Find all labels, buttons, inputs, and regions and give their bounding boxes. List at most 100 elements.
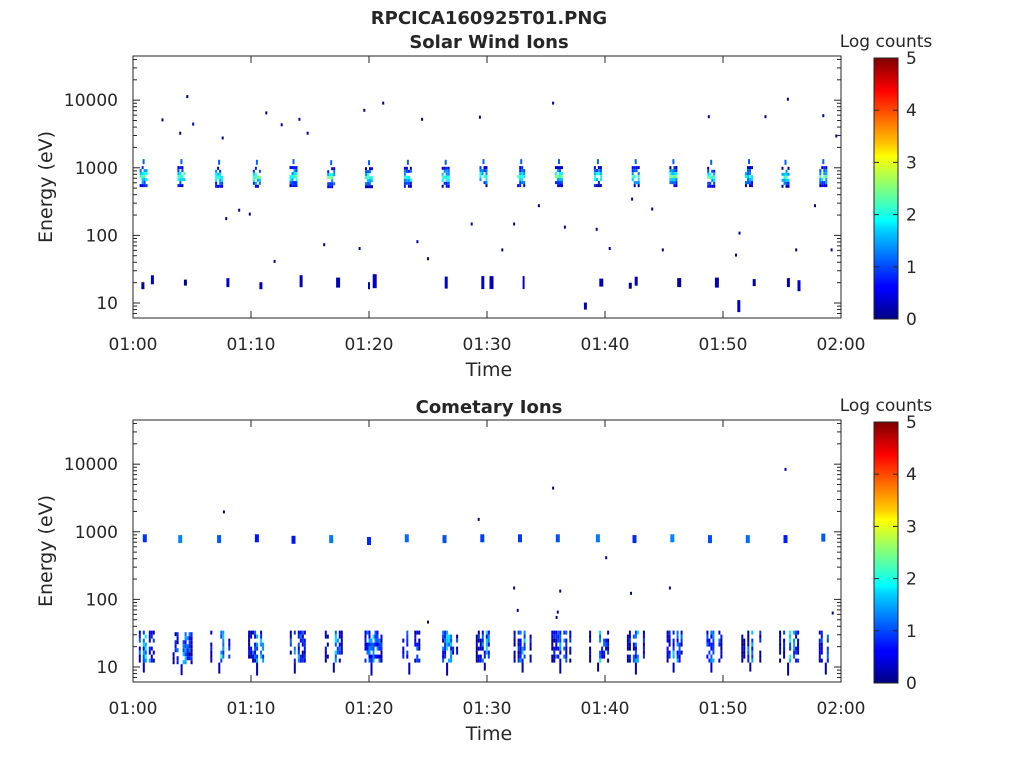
- low-burst-cell: [720, 646, 723, 651]
- low-burst-cell: [628, 638, 631, 643]
- burst-cell: [635, 169, 638, 173]
- low-burst-cell: [487, 630, 490, 635]
- burst-cell: [481, 172, 484, 176]
- burst-cell-upper: [482, 159, 485, 165]
- low-burst-cell: [444, 634, 447, 639]
- low-burst-cell: [826, 638, 829, 643]
- low-burst-cell: [222, 638, 225, 643]
- low-burst-cell: [174, 644, 177, 649]
- colorbar: [873, 57, 899, 320]
- low-energy-mark: [677, 278, 682, 288]
- low-burst-cell: [372, 646, 375, 651]
- burst-cell: [521, 166, 524, 170]
- burst-cell-upper: [368, 160, 370, 166]
- burst-cell: [215, 184, 218, 188]
- low-burst-cell: [262, 658, 265, 663]
- y-tick-label: 10000: [64, 91, 118, 111]
- low-burst-cell: [485, 642, 488, 647]
- scatter-point: [265, 111, 268, 115]
- low-burst-cell: [479, 638, 482, 643]
- x-tick-label: 01:30: [463, 335, 512, 355]
- burst-cell: [747, 181, 749, 185]
- x-tick-label: 01:50: [699, 335, 748, 355]
- burst-cell: [289, 175, 292, 179]
- x-axis-label: Time: [465, 359, 513, 381]
- low-energy-mark: [786, 278, 790, 288]
- high-energy-mark: [821, 533, 826, 542]
- burst-cell: [559, 181, 561, 185]
- low-burst-cell: [710, 642, 713, 647]
- low-burst-cell: [519, 630, 522, 635]
- burst-cell: [707, 175, 710, 179]
- burst-cell: [256, 178, 259, 182]
- low-burst-cell: [326, 642, 329, 647]
- low-energy-mark: [150, 275, 154, 285]
- low-burst-cell: [793, 646, 796, 651]
- burst-cell: [671, 175, 674, 179]
- low-burst-cell: [559, 650, 562, 655]
- burst-cell: [485, 184, 488, 188]
- low-burst-cell: [477, 654, 480, 659]
- low-burst-cell: [607, 646, 610, 651]
- low-burst-cell: [334, 642, 337, 647]
- low-burst-cell: [416, 654, 419, 659]
- burst-cell: [637, 172, 640, 176]
- low-burst-cell: [783, 650, 786, 655]
- low-burst-cell: [589, 646, 592, 651]
- low-burst-cell: [565, 638, 568, 643]
- burst-cell: [143, 178, 146, 182]
- low-burst-cell: [517, 630, 520, 635]
- low-burst-cell: [607, 630, 610, 635]
- burst-cell: [177, 178, 180, 182]
- low-burst-cell: [712, 634, 715, 639]
- low-burst-cell: [378, 638, 381, 643]
- low-burst-cell: [632, 646, 635, 651]
- burst-cell: [785, 175, 788, 179]
- burst-cell: [447, 172, 450, 176]
- burst-cell-upper: [672, 159, 675, 165]
- low-burst-cell: [555, 634, 558, 639]
- burst-cell: [751, 166, 753, 170]
- low-burst-cell: [260, 650, 263, 655]
- low-burst-cell: [416, 642, 419, 647]
- low-burst-cell: [632, 642, 635, 647]
- burst-cell: [254, 166, 257, 170]
- low-burst-cell: [450, 658, 453, 663]
- burst-cell: [787, 178, 790, 182]
- burst-cell: [483, 169, 486, 173]
- burst-cell: [145, 169, 148, 173]
- burst-cell: [557, 181, 559, 185]
- burst-cell: [673, 184, 676, 188]
- low-burst-cell: [820, 650, 823, 655]
- burst-cell: [291, 166, 294, 170]
- burst-cell: [215, 175, 218, 179]
- low-burst-cell: [210, 654, 213, 659]
- low-burst-cell: [553, 630, 556, 635]
- low-burst-cell: [182, 640, 185, 645]
- burst-cell: [445, 181, 448, 185]
- scatter-point: [631, 197, 634, 201]
- burst-cell: [707, 166, 710, 170]
- low-burst-cell: [483, 654, 486, 659]
- burst-cell: [781, 172, 784, 176]
- scatter-point: [280, 123, 283, 127]
- low-burst-cell: [368, 630, 371, 635]
- low-burst-cell: [370, 658, 373, 663]
- low-burst-cell: [666, 630, 669, 635]
- low-burst-cell: [607, 658, 610, 663]
- low-burst-cell: [444, 654, 447, 659]
- low-burst-cell: [751, 642, 754, 647]
- low-burst-tail: [483, 662, 486, 671]
- burst-cell: [749, 181, 751, 185]
- burst-cell: [333, 167, 336, 171]
- burst-cell: [637, 181, 640, 185]
- burst-cell: [256, 175, 259, 179]
- low-burst-cell: [366, 650, 369, 655]
- low-burst-cell: [793, 650, 796, 655]
- low-burst-cell: [334, 650, 337, 655]
- burst-cell: [819, 175, 822, 179]
- low-burst-cell: [599, 658, 602, 663]
- burst-cell: [747, 172, 749, 176]
- low-burst-cell: [174, 640, 177, 645]
- low-burst-cell: [301, 654, 304, 659]
